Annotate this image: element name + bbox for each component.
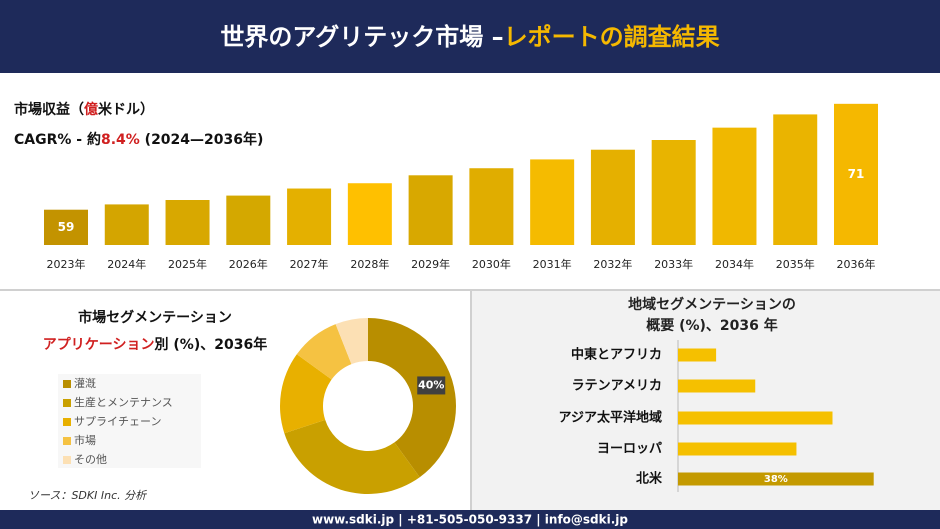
title-highlight: レポートの調査結果 — [504, 23, 720, 51]
hbar-title: 地域セグメンテーションの — [628, 296, 796, 313]
legend-box — [58, 374, 201, 468]
legend-label: 市場 — [74, 433, 96, 447]
header-band — [0, 0, 940, 73]
donut-segment — [284, 419, 420, 495]
bar — [651, 140, 696, 245]
bar — [678, 379, 756, 393]
legend-label: 生産とメンテナンス — [74, 395, 173, 409]
page-title: 世界のアグリテック市場 –レポートの調査結果 — [220, 23, 719, 51]
bar — [834, 103, 878, 245]
donut-subtitle: アプリケーション別 (%)、2036年 — [43, 336, 267, 353]
x-tick-label: 2033年 — [654, 257, 693, 271]
bar — [590, 149, 635, 245]
legend-label: 灌漑 — [74, 377, 96, 390]
legend-swatch — [63, 456, 71, 464]
x-tick-label: 2027年 — [290, 257, 329, 271]
x-tick-label: 2031年 — [533, 257, 572, 271]
bar — [226, 195, 271, 245]
x-tick-label: 2023年 — [47, 257, 86, 271]
x-tick-label: 2028年 — [350, 257, 389, 271]
legend-label: サプライチェーン — [74, 415, 161, 428]
donut-title: 市場セグメンテーション — [78, 309, 232, 326]
x-tick-label: 2029年 — [411, 257, 450, 271]
value-label: 40% — [418, 378, 444, 391]
value-label: 38% — [764, 474, 788, 485]
legend-label: その他 — [74, 453, 107, 466]
bar — [678, 411, 833, 425]
bar — [678, 442, 797, 456]
bar — [165, 200, 210, 245]
bar — [287, 188, 332, 245]
category-label: アジア太平洋地域 — [559, 410, 662, 426]
text-highlight: 8.4% — [101, 132, 140, 148]
x-tick-label: 2025年 — [168, 257, 207, 271]
legend-swatch — [63, 418, 71, 426]
bar — [773, 114, 818, 245]
bar — [347, 183, 392, 245]
bar — [712, 127, 757, 245]
cagr-label: CAGR% - 約8.4% (2024—2036年) — [14, 131, 263, 148]
x-tick-label: 2032年 — [593, 257, 632, 271]
donut-segment — [368, 318, 456, 478]
legend-swatch — [63, 380, 71, 388]
category-label: 北米 — [636, 471, 663, 487]
x-tick-label: 2026年 — [229, 257, 268, 271]
category-label: ラテンアメリカ — [572, 379, 662, 394]
donut-segment — [296, 324, 352, 380]
bar — [44, 209, 88, 245]
category-label: 中東とアフリカ — [571, 347, 662, 363]
bar — [104, 204, 149, 245]
bar — [530, 159, 575, 245]
revenue-label: 市場収益（億米ドル） — [14, 101, 154, 118]
footer-band — [0, 510, 940, 529]
x-tick-label: 2035年 — [776, 257, 815, 271]
source: ソース：SDKI Inc. 分析 — [28, 489, 148, 502]
legend-swatch — [63, 399, 71, 407]
text-highlight: 億 — [84, 101, 98, 118]
x-tick-label: 2034年 — [715, 257, 754, 271]
hbar-title: 概要 (%)、2036 年 — [646, 317, 778, 334]
text: 別 (%)、2036年 — [154, 336, 268, 353]
text-highlight: アプリケーション — [43, 337, 155, 353]
text: 米ドル） — [98, 101, 154, 118]
bar — [469, 168, 514, 245]
x-tick-label: 2030年 — [472, 257, 511, 271]
footer: www.sdki.jp | +81-505-050-9337 | info@sd… — [312, 513, 628, 527]
value-label: 71 — [848, 167, 865, 181]
donut-segment — [335, 318, 368, 365]
title-main: 世界のアグリテック市場 – — [220, 23, 503, 51]
legend-swatch — [63, 437, 71, 445]
value-label-box — [417, 376, 446, 395]
text: CAGR% - 約 — [14, 131, 101, 148]
text: (2024—2036年) — [140, 131, 264, 148]
bar — [408, 175, 453, 245]
donut-segment — [280, 354, 332, 434]
bar — [678, 348, 717, 362]
bar — [678, 472, 874, 486]
category-label: ヨーロッパ — [597, 442, 662, 457]
text: 市場収益（ — [14, 101, 84, 118]
value-label: 59 — [58, 220, 75, 234]
x-tick-label: 2036年 — [837, 257, 876, 271]
x-tick-label: 2024年 — [107, 257, 146, 271]
